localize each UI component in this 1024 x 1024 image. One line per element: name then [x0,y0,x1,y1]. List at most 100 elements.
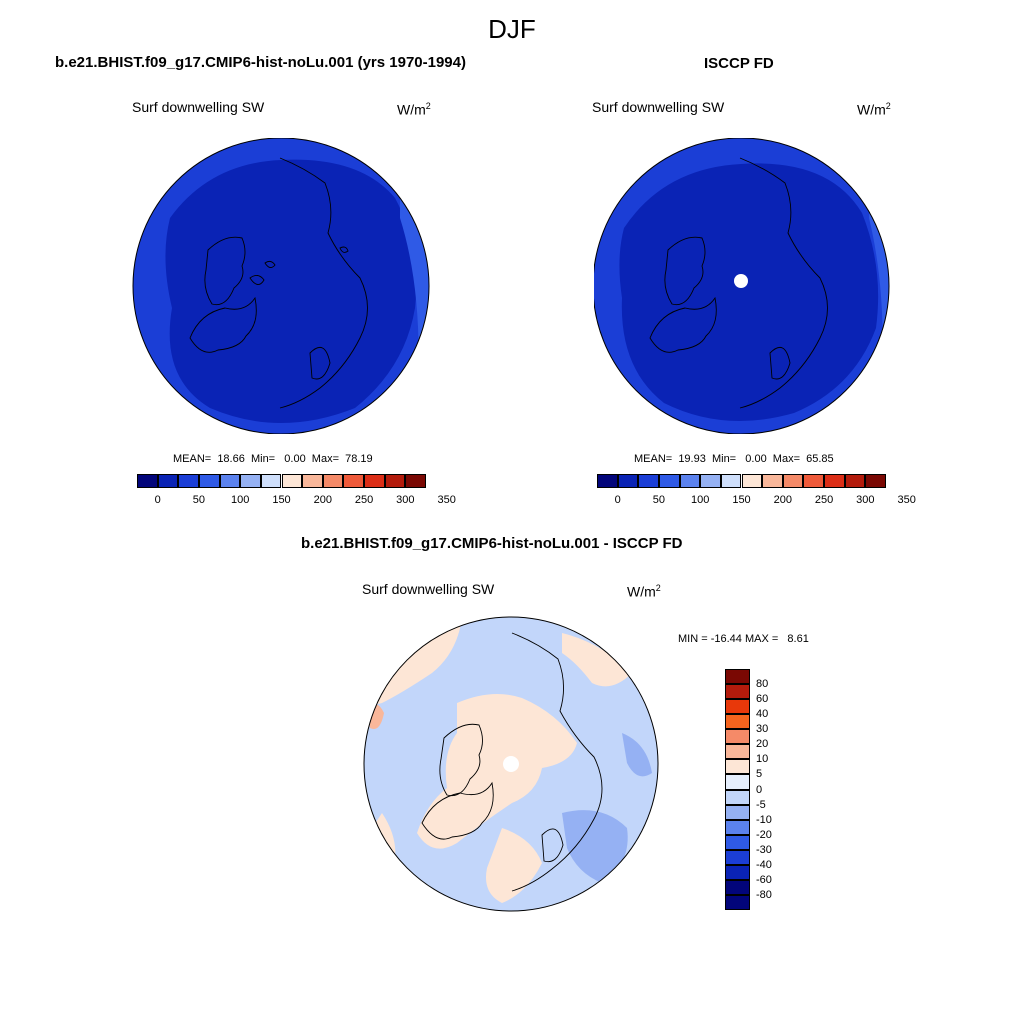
difference-colorbar-swatch [725,864,750,880]
difference-colorbar-swatch [725,699,750,715]
panel1-colorbar [137,474,426,488]
coastline-canada [421,781,494,840]
polar-missing-data [734,274,748,288]
panel2-colorbar-swatch [638,474,659,488]
panel2-colorbar [597,474,886,488]
panel1-title: b.e21.BHIST.f09_g17.CMIP6-hist-noLu.001 … [55,54,466,71]
coastline-eurasia [739,157,828,409]
coastline-canada [649,296,717,353]
panel2-colorbar-swatch [803,474,825,488]
panel1-colorbar-tick-label: 250 [354,494,374,506]
coastline-greenland [664,236,706,306]
panel1-stats: MEAN= 18.66 Min= 0.00 Max= 78.19 [173,453,373,465]
difference-colorbar-tick-label: -5 [756,798,766,811]
panel1-colorbar-swatch [384,474,406,488]
panel1-colorbar-swatch [260,474,282,488]
panel2-colorbar-swatch [720,474,742,488]
panel1-colorbar-ticks: 0 50 100 150 200 250 300 350 [137,494,456,508]
difference-colorbar-swatch [725,669,750,685]
obs-polar-map [594,138,890,434]
difference-colorbar-tick-label: -10 [756,813,772,826]
difference-colorbar-tick-label: 80 [756,678,769,691]
panel1-colorbar-tick-label: 150 [272,494,291,506]
panel1-colorbar-swatch [178,474,199,488]
panel1-colorbar-tick-label: 200 [313,494,332,506]
panel2-colorbar-tick-label: 100 [691,494,710,506]
coastline-greenland [439,723,483,797]
difference-polar-map [363,616,659,912]
panel1-colorbar-swatch [198,474,220,488]
panel2-colorbar-tick-label: 200 [773,494,792,506]
panel1-colorbar-swatch [219,474,241,488]
difference-colorbar-tick-label: 20 [756,738,769,751]
panel2-colorbar-swatch [741,474,763,488]
panel2-colorbar-tick-label: 50 [652,494,666,506]
panel3-variable-label: Surf downwelling SW [362,581,495,597]
difference-colorbar-tick-label: 40 [756,708,769,721]
difference-colorbar-swatch [725,774,750,790]
coastline-scandinavia [309,346,331,380]
difference-colorbar-tick-label: 60 [756,693,769,706]
panel3-stats: MIN = -16.44 MAX = 8.61 [678,633,809,645]
map-band-right [869,178,889,388]
difference-colorbar-swatch [725,819,750,835]
difference-colorbar-swatch [725,849,750,865]
difference-colorbar-swatch [725,894,750,910]
panel2-colorbar-tick-label: 250 [814,494,834,506]
model-polar-map [132,138,430,434]
coastline-canada [189,296,257,353]
diff-positive-region-3 [562,633,632,687]
panel1-colorbar-swatch [322,474,344,488]
panel2-colorbar-tick-label: 0 [614,494,621,506]
panel2-units: W/m2 [857,101,891,118]
panel3-title: b.e21.BHIST.f09_g17.CMIP6-hist-noLu.001 … [301,535,683,552]
map-inner-region [165,159,417,424]
difference-colorbar-swatch [725,879,750,895]
panel2-colorbar-swatch [865,474,886,488]
coastline-scandinavia [541,828,564,863]
panel2-variable-label: Surf downwelling SW [592,99,725,115]
panel1-colorbar-swatch [157,474,179,488]
panel2-colorbar-swatch [844,474,866,488]
panel1-colorbar-tick-label: 0 [154,494,161,506]
difference-colorbar-ticks: 80 60 40 30 20 10 5 0 -5 -10 -20 -30 -40 -60 -80 [756,669,796,910]
panel2-colorbar-swatch [679,474,701,488]
difference-colorbar-tick-label: 0 [756,783,763,796]
panel2-colorbar-tick-label: 150 [732,494,751,506]
panel2-colorbar-swatch [597,474,618,488]
difference-colorbar-tick-label: -80 [756,888,772,901]
diff-negative-region-2 [622,733,652,777]
coastline-scandinavia [769,346,791,380]
panel1-colorbar-swatch [281,474,303,488]
panel1-colorbar-swatch [343,474,365,488]
difference-colorbar-swatch [725,804,750,820]
diff-negative-region-1 [562,810,628,883]
panel2-colorbar-swatch [700,474,721,488]
coastline-greenland [204,236,246,306]
map-inner-region [619,163,879,421]
panel2-colorbar-tick-label: 350 [897,494,916,506]
panel1-variable-label: Surf downwelling SW [132,99,265,115]
difference-colorbar-tick-label: -40 [756,858,772,871]
panel1-colorbar-swatch [137,474,158,488]
panel1-colorbar-tick-label: 350 [437,494,456,506]
panel2-colorbar-swatch [617,474,639,488]
panel1-colorbar-tick-label: 50 [192,494,206,506]
panel2-colorbar-swatch [762,474,783,488]
difference-colorbar-swatch [725,744,750,760]
panel1-colorbar-tick-label: 300 [396,494,415,506]
panel2-colorbar-swatch [658,474,680,488]
coastline-eurasia [511,632,603,892]
panel3-units: W/m2 [627,583,661,600]
difference-colorbar-tick-label: -60 [756,873,772,886]
panel1-colorbar-swatch [240,474,261,488]
panel1-colorbar-swatch [405,474,426,488]
panel1-units: W/m2 [397,101,431,118]
coastline-eurasia [279,157,368,409]
difference-colorbar-swatch [725,759,750,775]
panel2-colorbar-swatch [782,474,804,488]
panel2-stats: MEAN= 19.93 Min= 0.00 Max= 65.85 [634,453,834,465]
panel2-colorbar-ticks: 0 50 100 150 200 250 300 350 [597,494,916,508]
difference-colorbar-swatch [725,729,750,745]
panel2-title: ISCCP FD [704,55,774,72]
